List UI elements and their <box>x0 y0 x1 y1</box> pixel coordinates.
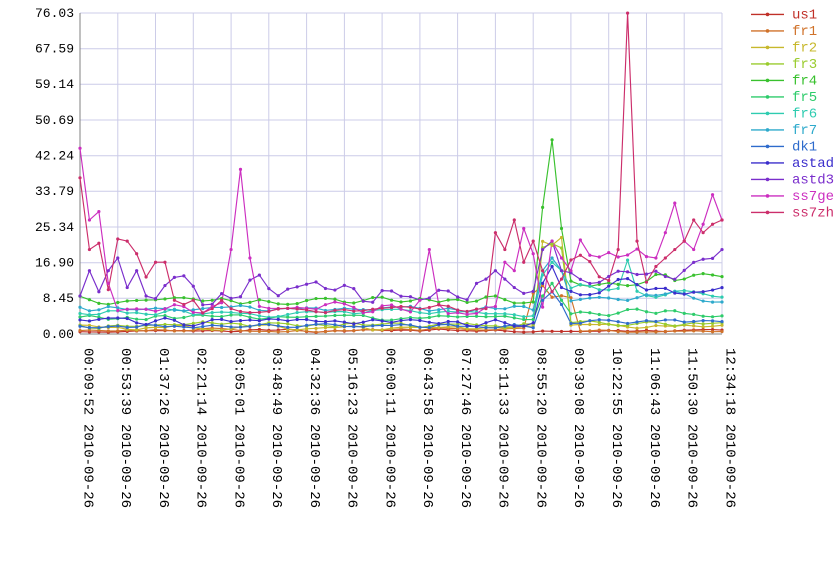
svg-text:50.69: 50.69 <box>35 113 74 128</box>
svg-text:06:43:58: 06:43:58 <box>419 348 435 415</box>
svg-text:76.03: 76.03 <box>35 6 74 21</box>
svg-text:07:27:46: 07:27:46 <box>457 348 473 415</box>
svg-text:05:16:23: 05:16:23 <box>344 348 360 415</box>
svg-text:2010-09-26: 2010-09-26 <box>533 424 549 508</box>
svg-text:2010-09-26: 2010-09-26 <box>306 424 322 508</box>
svg-text:2010-09-26: 2010-09-26 <box>155 424 171 508</box>
svg-text:02:21:14: 02:21:14 <box>193 348 209 415</box>
svg-text:fr1: fr1 <box>792 24 817 40</box>
svg-text:03:05:01: 03:05:01 <box>230 348 246 415</box>
svg-text:fr2: fr2 <box>792 41 817 57</box>
svg-text:8.45: 8.45 <box>43 291 74 306</box>
svg-text:2010-09-26: 2010-09-26 <box>721 424 737 508</box>
svg-text:2010-09-26: 2010-09-26 <box>193 424 209 508</box>
svg-text:67.59: 67.59 <box>35 42 74 57</box>
svg-text:2010-09-26: 2010-09-26 <box>457 424 473 508</box>
svg-text:59.14: 59.14 <box>35 77 74 92</box>
svg-text:04:32:36: 04:32:36 <box>306 348 322 415</box>
svg-text:03:48:49: 03:48:49 <box>268 348 284 415</box>
svg-text:2010-09-26: 2010-09-26 <box>608 424 624 508</box>
svg-text:09:39:08: 09:39:08 <box>570 348 586 415</box>
svg-text:2010-09-26: 2010-09-26 <box>268 424 284 508</box>
svg-text:fr7: fr7 <box>792 123 817 139</box>
svg-text:11:50:30: 11:50:30 <box>684 348 700 415</box>
svg-text:fr3: fr3 <box>792 57 817 73</box>
svg-text:ss7ge: ss7ge <box>792 189 834 205</box>
svg-text:42.24: 42.24 <box>35 149 74 164</box>
svg-text:08:55:20: 08:55:20 <box>533 348 549 415</box>
svg-text:ss7zh: ss7zh <box>792 206 834 222</box>
svg-text:25.34: 25.34 <box>35 220 74 235</box>
svg-text:08:11:33: 08:11:33 <box>495 348 511 415</box>
svg-text:01:37:26: 01:37:26 <box>155 348 171 415</box>
svg-text:10:22:55: 10:22:55 <box>608 348 624 415</box>
svg-text:00:09:52: 00:09:52 <box>79 348 95 415</box>
svg-text:0.00: 0.00 <box>43 327 74 342</box>
svg-text:16.90: 16.90 <box>35 256 74 271</box>
svg-text:2010-09-26: 2010-09-26 <box>419 424 435 508</box>
svg-text:2010-09-26: 2010-09-26 <box>381 424 397 508</box>
svg-text:astad: astad <box>792 156 834 172</box>
svg-text:2010-09-26: 2010-09-26 <box>230 424 246 508</box>
svg-text:us1: us1 <box>792 8 817 24</box>
svg-text:2010-09-26: 2010-09-26 <box>495 424 511 508</box>
svg-text:2010-09-26: 2010-09-26 <box>344 424 360 508</box>
svg-text:fr5: fr5 <box>792 90 817 106</box>
svg-text:astd3: astd3 <box>792 173 834 189</box>
svg-text:00:53:39: 00:53:39 <box>117 348 133 415</box>
svg-text:33.79: 33.79 <box>35 184 74 199</box>
svg-text:2010-09-26: 2010-09-26 <box>117 424 133 508</box>
svg-text:2010-09-26: 2010-09-26 <box>684 424 700 508</box>
svg-text:fr4: fr4 <box>792 74 817 90</box>
svg-text:06:00:11: 06:00:11 <box>381 348 397 415</box>
svg-text:12:34:18: 12:34:18 <box>721 348 737 415</box>
svg-text:2010-09-26: 2010-09-26 <box>646 424 662 508</box>
svg-text:2010-09-26: 2010-09-26 <box>79 424 95 508</box>
svg-text:fr6: fr6 <box>792 107 817 123</box>
svg-text:dk1: dk1 <box>792 140 817 156</box>
svg-text:2010-09-26: 2010-09-26 <box>570 424 586 508</box>
svg-text:11:06:43: 11:06:43 <box>646 348 662 415</box>
